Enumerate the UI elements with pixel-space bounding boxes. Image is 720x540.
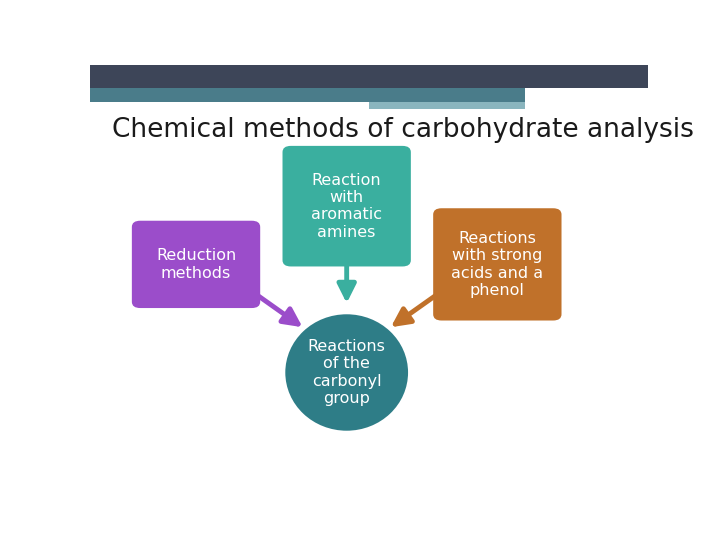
Text: Reduction
methods: Reduction methods [156,248,236,281]
Text: Chemical methods of carbohydrate analysis: Chemical methods of carbohydrate analysi… [112,117,694,143]
FancyBboxPatch shape [369,102,526,109]
FancyBboxPatch shape [433,208,562,321]
FancyBboxPatch shape [282,146,411,266]
FancyBboxPatch shape [90,65,648,87]
FancyBboxPatch shape [90,87,526,102]
FancyBboxPatch shape [132,221,260,308]
Text: Reactions
of the
carbonyl
group: Reactions of the carbonyl group [307,339,386,406]
Text: Reactions
with strong
acids and a
phenol: Reactions with strong acids and a phenol [451,231,544,298]
Ellipse shape [285,314,408,431]
Text: Reaction
with
aromatic
amines: Reaction with aromatic amines [311,173,382,240]
